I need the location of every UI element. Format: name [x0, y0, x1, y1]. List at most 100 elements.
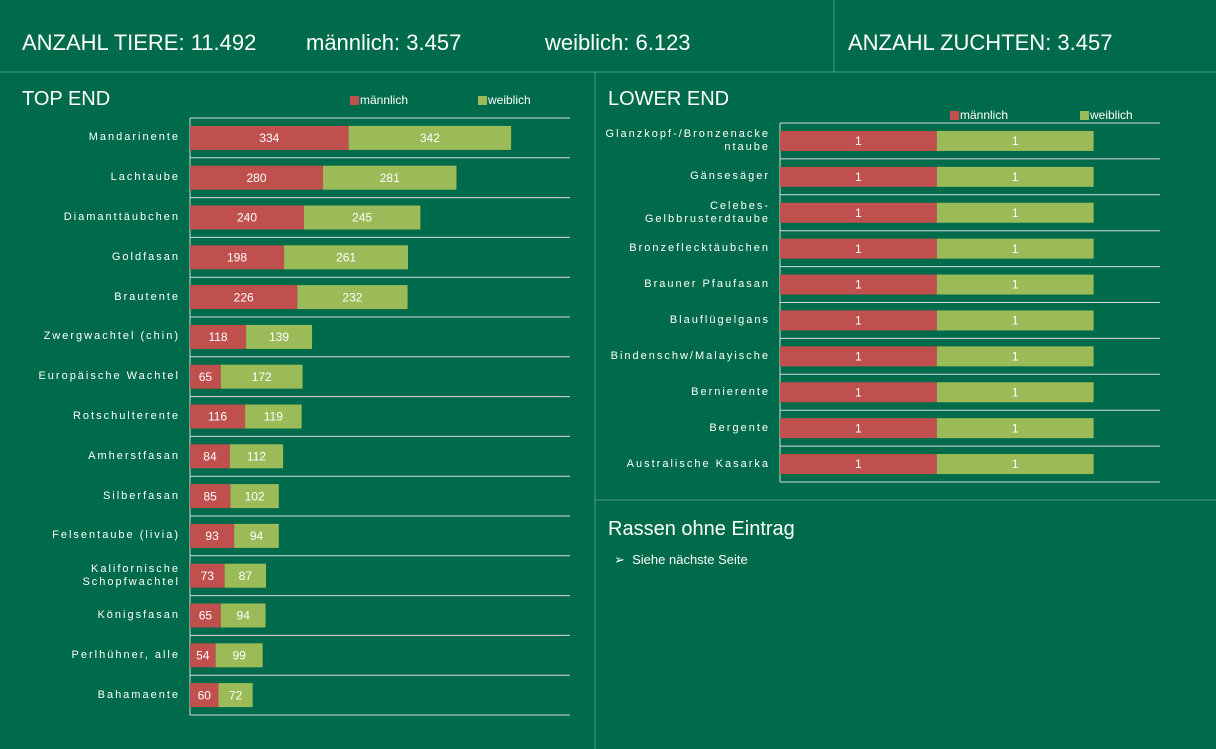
data-label: 1 [855, 457, 862, 471]
bar [936, 130, 1094, 151]
y-tick-label: Bindenschw/Malayische [610, 349, 770, 362]
data-label: 1 [855, 278, 862, 292]
legend-label: männlich [360, 93, 408, 107]
y-tick-label: Australische Kasarka [626, 457, 770, 470]
legend-swatch [1080, 111, 1089, 120]
bar [780, 238, 937, 259]
y-tick-label: Brautente [114, 290, 180, 303]
y-tick-label: Gänsesäger [690, 170, 770, 183]
bar [230, 484, 279, 509]
bar [936, 346, 1094, 367]
bar [936, 166, 1094, 187]
bar [190, 285, 298, 310]
bar [304, 205, 421, 230]
data-label: 119 [264, 410, 283, 424]
data-label: 112 [247, 449, 266, 463]
data-label: 65 [199, 609, 213, 623]
bar [234, 523, 279, 548]
data-label: 84 [203, 449, 217, 463]
bar [190, 245, 285, 270]
y-tick-label: Lachtaube [110, 171, 180, 184]
y-tick-label: Perlhühner, alle [71, 648, 180, 661]
data-label: 85 [204, 489, 218, 503]
data-label: 118 [208, 330, 227, 344]
y-tick-label: Mandarinente [88, 131, 180, 144]
y-tick-label: Glanzkopf-/Bronzenackentaube [605, 127, 770, 153]
legend-label: männlich [960, 108, 1008, 122]
y-tick-label: Diamanttäubchen [63, 210, 180, 223]
y-tick-label: Königsfasan [97, 608, 180, 621]
data-label: 1 [1012, 421, 1019, 435]
y-tick-label: Bahamaente [97, 688, 180, 701]
bar [936, 202, 1094, 223]
data-label: 1 [855, 206, 862, 220]
data-label: 226 [234, 290, 254, 304]
data-label: 245 [352, 211, 372, 225]
data-label: 54 [196, 648, 210, 662]
data-label: 1 [1012, 350, 1019, 364]
bar [936, 310, 1094, 331]
data-label: 1 [855, 314, 862, 328]
bar [190, 484, 231, 509]
bar [780, 418, 937, 439]
bar [190, 563, 225, 588]
bullet: ➢ Siehe nächste Seite [614, 552, 748, 567]
bar [780, 382, 937, 403]
data-label: 99 [232, 648, 246, 662]
bar [190, 125, 349, 150]
chart-title: LOWER END [608, 88, 730, 110]
bar [190, 205, 304, 230]
data-label: 1 [1012, 134, 1019, 148]
y-tick-label: Kalifornische Schopfwachtel [82, 562, 180, 588]
data-label: 1 [1012, 457, 1019, 471]
data-label: 280 [246, 171, 266, 185]
bar [780, 310, 937, 331]
bar [936, 454, 1094, 475]
legend-label: weiblich [487, 93, 531, 107]
data-label: 65 [199, 370, 213, 384]
bar [284, 245, 409, 270]
data-label: 1 [855, 385, 862, 399]
y-tick-label: Rotschulterente [72, 409, 180, 422]
data-label: 1 [855, 350, 862, 364]
data-label: 73 [201, 569, 215, 583]
stat: männlich: 3.457 [306, 30, 462, 55]
data-label: 1 [1012, 206, 1019, 220]
y-tick-label: Blauflügelgans [669, 313, 770, 326]
legend-swatch [350, 96, 359, 105]
bar [190, 404, 246, 429]
data-label: 116 [208, 410, 227, 424]
bar [229, 444, 284, 469]
y-tick-label: Zwergwachtel (chin) [43, 330, 180, 343]
bar [780, 274, 937, 295]
data-label: 281 [380, 171, 400, 185]
bar [190, 324, 247, 349]
data-label: 94 [250, 529, 264, 543]
bar [936, 382, 1094, 403]
data-label: 172 [252, 370, 272, 384]
data-label: 93 [205, 529, 219, 543]
y-tick-label: Goldfasan [111, 250, 180, 263]
bar [297, 285, 408, 310]
y-tick-label: Bronzeflecktäubchen [629, 242, 770, 255]
y-tick-label: Felsentaube (livia) [52, 529, 180, 542]
data-label: 87 [239, 569, 253, 583]
data-label: 1 [855, 134, 862, 148]
bar [245, 404, 302, 429]
data-label: 1 [1012, 242, 1019, 256]
y-tick-label: Silberfasan [102, 489, 180, 502]
bar [936, 274, 1094, 295]
data-label: 1 [855, 170, 862, 184]
data-label: 198 [227, 250, 247, 264]
bar [246, 324, 313, 349]
y-tick-label: Bernierente [691, 385, 770, 398]
bar [220, 603, 266, 628]
data-label: 139 [269, 330, 289, 344]
y-tick-label: Celebes-Gelbbrusterdtaube [644, 199, 770, 225]
legend-swatch [478, 96, 487, 105]
data-label: 261 [336, 250, 356, 264]
stat: weiblich: 6.123 [545, 30, 691, 55]
bullet-text: Siehe nächste Seite [632, 552, 748, 567]
data-label: 102 [245, 489, 265, 503]
